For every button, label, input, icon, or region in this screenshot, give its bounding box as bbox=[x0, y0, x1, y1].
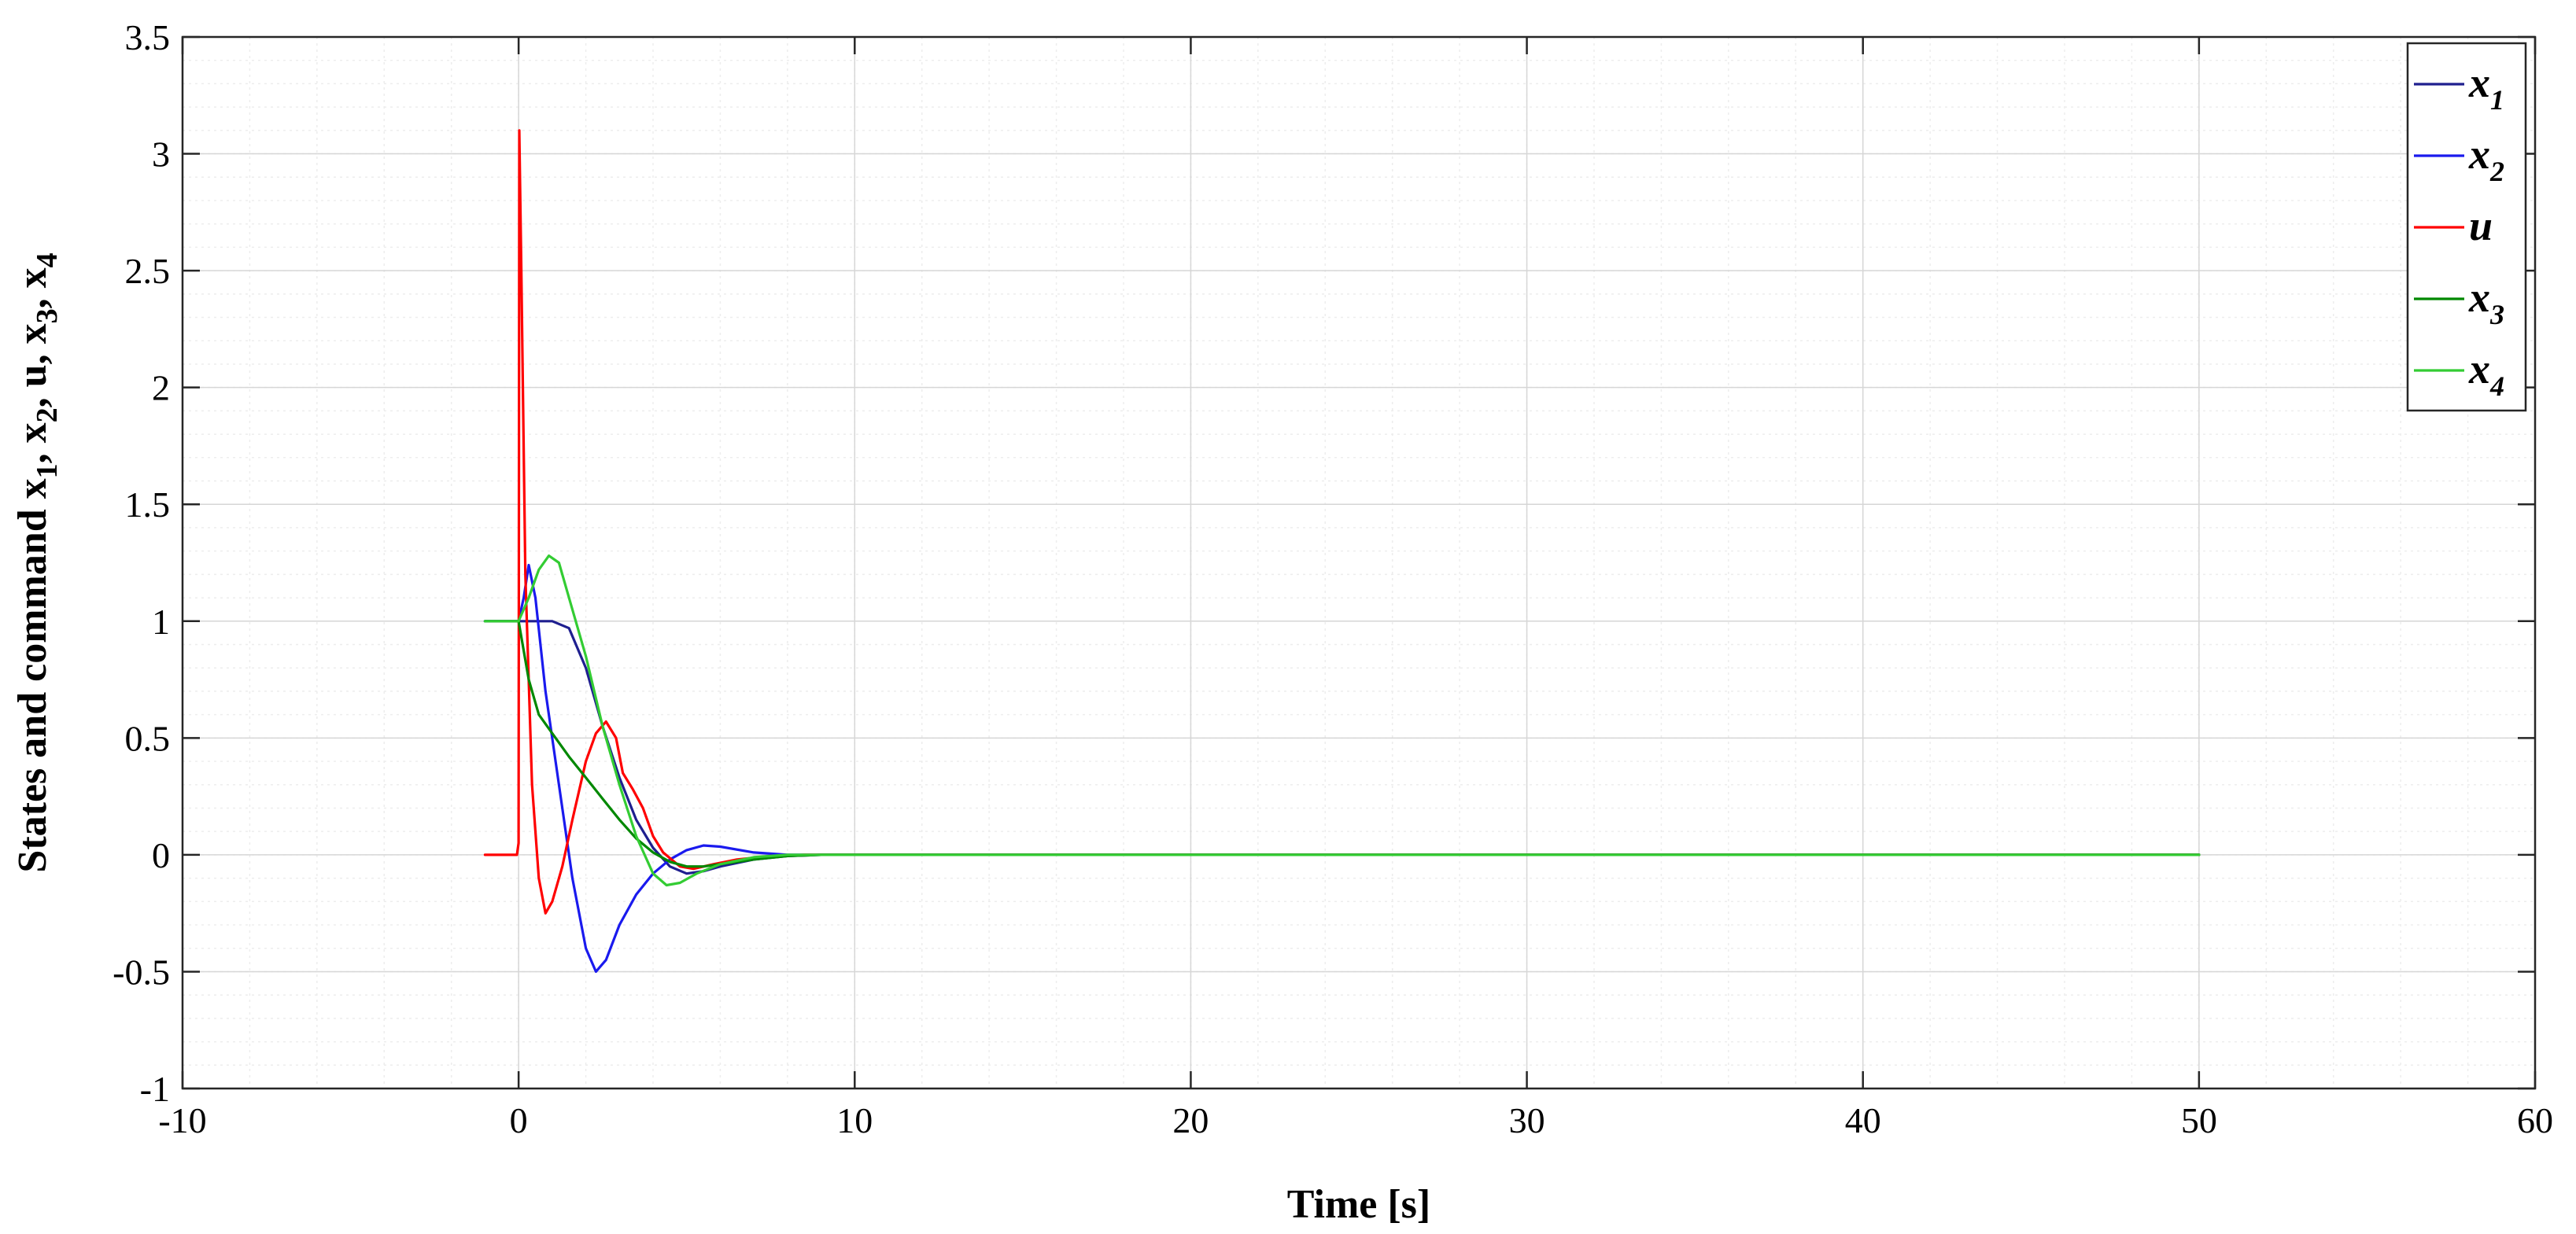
y-axis-title-subscript: 1 bbox=[31, 463, 64, 478]
plot-frame bbox=[181, 35, 2537, 1090]
legend-label-subscript: 4 bbox=[2489, 370, 2504, 402]
series-layer bbox=[483, 129, 2201, 974]
x-tick-labels: -10 0 10 20 30 40 50 60 bbox=[158, 1100, 2553, 1140]
legend-label: x3 bbox=[2468, 274, 2504, 330]
y-axis-title-symbol: x bbox=[10, 422, 55, 443]
legend-label-symbol: x bbox=[2468, 274, 2490, 321]
legend-label-symbol: u bbox=[2469, 202, 2493, 249]
y-tick-label: 1.5 bbox=[125, 484, 171, 525]
legend-label: x2 bbox=[2468, 131, 2504, 187]
legend-label-symbol: x bbox=[2468, 59, 2490, 106]
y-tick-label: -1 bbox=[140, 1069, 170, 1109]
y-axis-title-separator: , bbox=[10, 443, 55, 463]
y-tick-label: 3 bbox=[152, 134, 170, 175]
x-axis-title: Time [s] bbox=[1287, 1182, 1430, 1227]
series-line-x4 bbox=[483, 554, 2201, 887]
y-tick-label: 1 bbox=[152, 602, 170, 642]
legend-label: x4 bbox=[2468, 345, 2504, 402]
plot-area bbox=[183, 37, 2535, 1088]
y-tick-label: 2 bbox=[152, 368, 170, 408]
series-line-x2 bbox=[483, 563, 2201, 974]
y-axis-title-symbol: x bbox=[10, 478, 55, 499]
x-tick-label: 50 bbox=[2181, 1100, 2217, 1140]
y-axis-title-subscript: 2 bbox=[31, 407, 64, 422]
y-tick-labels: -1 -0.5 0 0.5 1 1.5 2 2.5 3 3.5 bbox=[113, 17, 170, 1109]
y-tick-label: 0.5 bbox=[125, 718, 171, 758]
y-axis-title-symbol: x bbox=[10, 323, 55, 344]
y-axis-title-separator: , bbox=[10, 387, 55, 407]
y-tick-label: 3.5 bbox=[125, 17, 171, 57]
y-tick-label: 2.5 bbox=[125, 251, 171, 291]
x-tick-label: 30 bbox=[1509, 1100, 1545, 1140]
y-axis-title-symbol: u bbox=[10, 364, 55, 387]
legend-label-subscript: 2 bbox=[2489, 156, 2504, 187]
x-tick-label: 20 bbox=[1172, 1100, 1209, 1140]
y-axis-title-prefix: States and command bbox=[10, 499, 55, 872]
x-tick-label: 10 bbox=[836, 1100, 873, 1140]
y-axis-title-separator: , bbox=[10, 288, 55, 308]
y-axis-title-separator: , bbox=[10, 344, 55, 364]
legend-label: x1 bbox=[2468, 59, 2504, 116]
series-line-u bbox=[483, 129, 2201, 915]
legend-label-symbol: x bbox=[2468, 345, 2490, 392]
legend-label-symbol: x bbox=[2468, 131, 2490, 178]
y-axis-title-symbol: x bbox=[10, 267, 55, 288]
legend-label: u bbox=[2469, 202, 2493, 249]
x-tick-label: -10 bbox=[158, 1100, 206, 1140]
series-line-x3 bbox=[483, 620, 2201, 868]
x-tick-label: 60 bbox=[2517, 1100, 2553, 1140]
y-tick-label: -0.5 bbox=[113, 952, 170, 992]
legend-label-subscript: 1 bbox=[2490, 84, 2504, 116]
y-axis-title-subscript: 3 bbox=[31, 308, 64, 323]
legend-label-subscript: 3 bbox=[2489, 299, 2504, 330]
y-tick-label: 0 bbox=[152, 835, 170, 875]
x-tick-label: 40 bbox=[1845, 1100, 1881, 1140]
x-tick-label: 0 bbox=[510, 1100, 528, 1140]
y-axis-title: States and command x1, x2, u, x3, x4 bbox=[10, 252, 64, 872]
y-axis-title-subscript: 4 bbox=[31, 252, 64, 267]
